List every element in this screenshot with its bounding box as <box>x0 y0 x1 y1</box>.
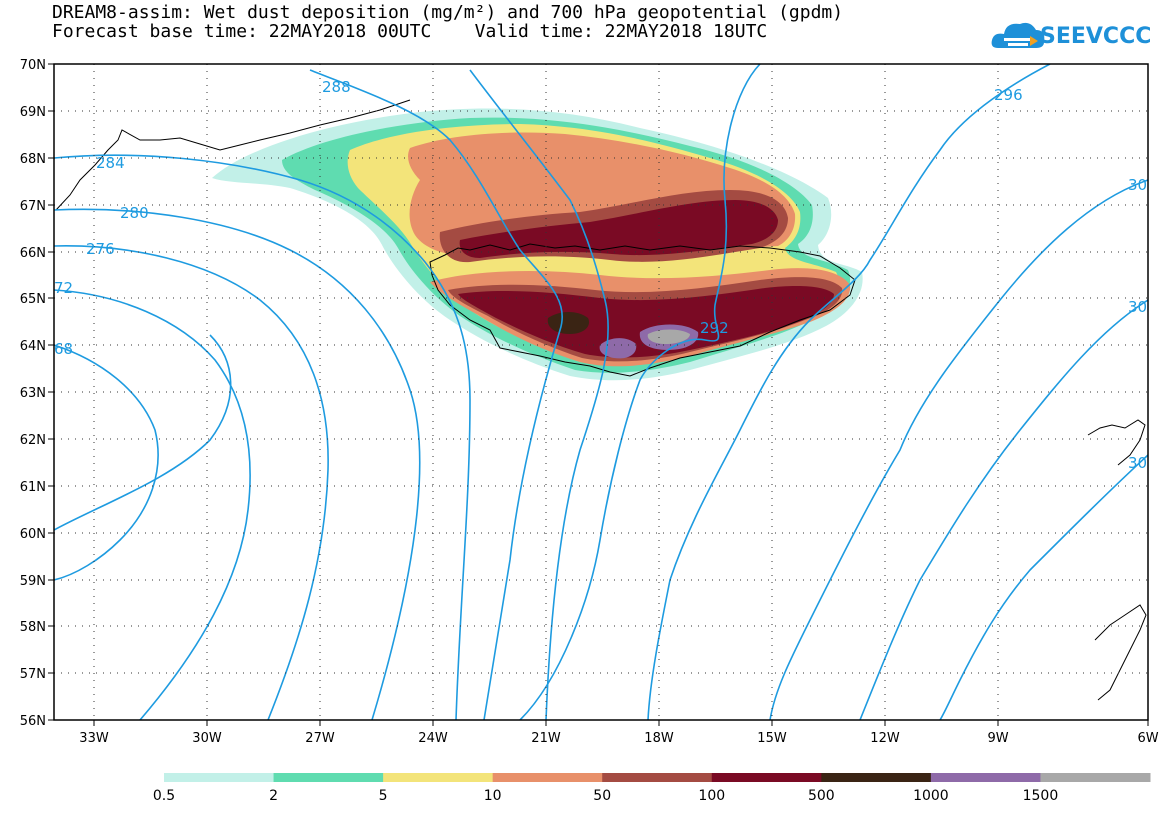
legend-swatch <box>602 773 713 782</box>
legend-swatch <box>383 773 494 782</box>
lat-label: 60N <box>20 527 46 542</box>
contour-label-300c: 30 <box>1128 454 1147 472</box>
legend-label: 1500 <box>1023 788 1059 804</box>
lat-label: 70N <box>20 58 46 73</box>
lat-label: 64N <box>20 339 46 354</box>
legend-swatch <box>492 773 603 782</box>
coastline <box>55 99 1147 701</box>
latitude-labels: 70N 69N 68N 67N 66N 65N 64N 63N 62N 61N … <box>20 58 46 729</box>
lon-label: 21W <box>531 731 561 746</box>
gridlines <box>54 64 1148 720</box>
logo-text: SEEVCCC <box>1040 24 1152 49</box>
chart-title: DREAM8-assim: Wet dust deposition (mg/m²… <box>52 2 844 23</box>
legend-label: 2 <box>269 788 278 804</box>
lon-label: 30W <box>192 731 222 746</box>
legend-swatch <box>821 773 932 782</box>
contour-label-296: 296 <box>994 86 1023 104</box>
contour-label-284: 284 <box>96 154 125 172</box>
lat-label: 61N <box>20 480 46 495</box>
legend-colorbar: 0.5 2 5 10 50 100 500 1000 1500 <box>153 773 1151 804</box>
contour-labels: 288 284 280 276 72 68 292 296 30 30 30 <box>54 78 1147 472</box>
lat-label: 56N <box>20 714 46 729</box>
lat-label: 68N <box>20 152 46 167</box>
legend-label: 10 <box>484 788 502 804</box>
lat-label: 65N <box>20 292 46 307</box>
contour-label-300a: 30 <box>1128 176 1147 194</box>
contour-label-268: 68 <box>54 340 73 358</box>
contour-label-276: 276 <box>86 240 115 258</box>
legend-label: 5 <box>379 788 388 804</box>
legend-swatch <box>711 773 822 782</box>
legend-label: 500 <box>808 788 835 804</box>
lon-label: 9W <box>987 731 1008 746</box>
forecast-times: Forecast base time: 22MAY2018 00UTC Vali… <box>52 21 768 42</box>
legend-label: 100 <box>698 788 725 804</box>
dust-deposition-field <box>212 108 863 381</box>
lon-label: 12W <box>870 731 900 746</box>
legend-label: 1000 <box>913 788 949 804</box>
legend-label: 50 <box>593 788 611 804</box>
lat-label: 69N <box>20 105 46 120</box>
geopotential-contours <box>54 64 1148 720</box>
lat-label: 62N <box>20 433 46 448</box>
lon-label: 27W <box>305 731 335 746</box>
legend-label: 0.5 <box>153 788 175 804</box>
legend-swatch <box>164 773 275 782</box>
lat-label: 67N <box>20 199 46 214</box>
legend-swatch <box>930 773 1041 782</box>
lon-label: 6W <box>1137 731 1158 746</box>
lat-label: 58N <box>20 620 46 635</box>
lat-label: 59N <box>20 574 46 589</box>
contour-label-300b: 30 <box>1128 298 1147 316</box>
lat-label: 66N <box>20 246 46 261</box>
legend-swatch <box>273 773 384 782</box>
contour-label-288: 288 <box>322 78 351 96</box>
legend-swatch <box>1040 773 1151 782</box>
dust-band-1500 <box>647 329 690 344</box>
contour-label-272: 72 <box>54 279 73 297</box>
lat-label: 63N <box>20 386 46 401</box>
lat-label: 57N <box>20 667 46 682</box>
axis-ticks <box>48 63 1149 726</box>
contour-label-280: 280 <box>120 204 149 222</box>
longitude-labels: 33W 30W 27W 24W 21W 18W 15W 12W 9W 6W <box>79 731 1158 746</box>
lon-label: 24W <box>418 731 448 746</box>
dust-band-500 <box>547 312 590 334</box>
lon-label: 33W <box>79 731 109 746</box>
contour-label-292: 292 <box>700 319 729 337</box>
cloud-icon <box>991 22 1045 48</box>
lon-label: 18W <box>644 731 674 746</box>
lon-label: 15W <box>757 731 787 746</box>
